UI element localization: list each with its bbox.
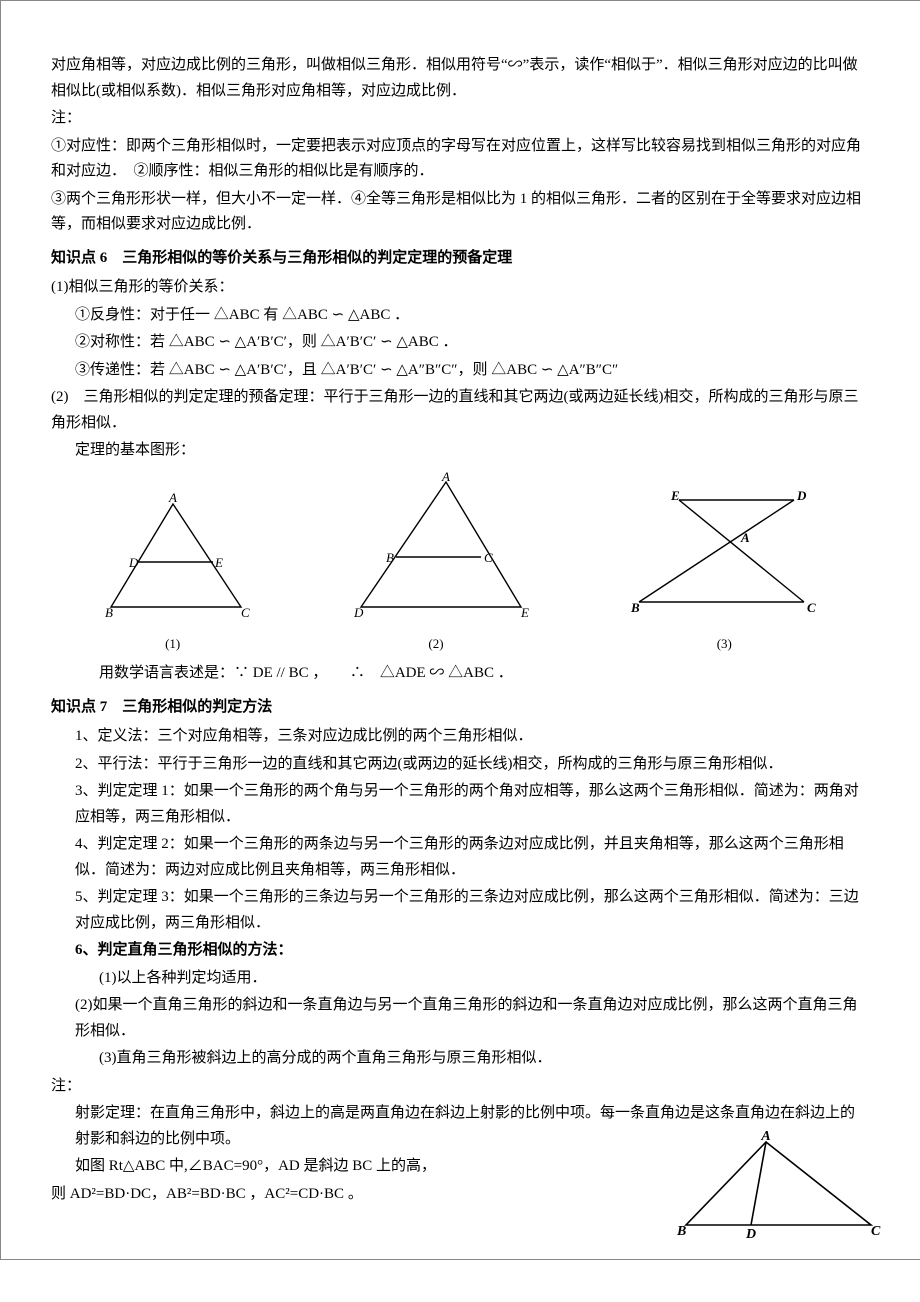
- document-page: 对应角相等，对应边成比例的三角形，叫做相似三角形．相似用符号“∽”表示，读作“相…: [0, 0, 920, 1260]
- right-triangle-svg: A B D C: [671, 1130, 881, 1240]
- kp7-6-1: (1)以上各种判定均适用．: [51, 966, 871, 992]
- label-b2: B: [386, 550, 394, 565]
- kp7-item3: 3、判定定理 1：如果一个三角形的两个角与另一个三角形的两个角对应相等，那么这两…: [51, 779, 871, 830]
- label-b3: B: [630, 600, 640, 615]
- triangle-svg-2: A B C D E: [336, 472, 536, 622]
- label-e: E: [214, 555, 223, 570]
- kp6-transitive: ③传递性：若 △ABC ∽ △A′B′C′，且 △A′B′C′ ∽ △A″B″C…: [51, 358, 871, 384]
- kp7-title: 知识点 7 三角形相似的判定方法: [51, 695, 871, 721]
- figure-2: A B C D E (2): [336, 472, 536, 656]
- kp7-item6-title: 6、判定直角三角形相似的方法：: [51, 938, 871, 964]
- rt-a: A: [760, 1130, 770, 1144]
- label-e2: E: [520, 605, 529, 620]
- label-d3: D: [796, 488, 807, 503]
- triangle-figures-row: A D E B C (1) A B C D E (2): [51, 472, 871, 656]
- kp6-title: 知识点 6 三角形相似的等价关系与三角形相似的判定定理的预备定理: [51, 246, 871, 272]
- note2-label: 注：: [51, 1074, 871, 1100]
- fig2-caption: (2): [336, 633, 536, 655]
- kp7-item5: 5、判定定理 3：如果一个三角形的三条边与另一个三角形的三条边对应成比例，那么这…: [51, 885, 871, 936]
- figure-1: A D E B C (1): [93, 492, 253, 656]
- kp6-symmetric: ②对称性：若 △ABC ∽ △A′B′C′，则 △A′B′C′ ∽ △ABC ．: [51, 330, 871, 356]
- note-item-2: ③两个三角形形状一样，但大小不一定一样．④全等三角形是相似比为 1 的相似三角形…: [51, 187, 871, 238]
- projection-theorem-2: 如图 Rt△ABC 中,∠BAC=90°，AD 是斜边 BC 上的高，: [51, 1154, 595, 1180]
- label-e3: E: [670, 488, 680, 503]
- kp7-item1: 1、定义法：三个对应角相等，三条对应边成比例的两个三角形相似．: [51, 724, 871, 750]
- fig3-caption: (3): [619, 633, 829, 655]
- triangle-svg-3: E D A B C: [619, 482, 829, 622]
- label-a: A: [441, 472, 450, 484]
- label-b: B: [105, 605, 113, 620]
- kp6-sub1: (1)相似三角形的等价关系：: [51, 275, 871, 301]
- label-c2: C: [484, 550, 493, 565]
- label-a: A: [168, 492, 177, 505]
- right-triangle-figure: A B D C: [671, 1130, 881, 1250]
- rt-c: C: [871, 1224, 881, 1239]
- kp7-6-2: (2)如果一个直角三角形的斜边和一条直角边与另一个直角三角形的斜边和一条直角边对…: [51, 993, 871, 1044]
- kp6-reflexive: ①反身性：对于任一 △ABC 有 △ABC ∽ △ABC ．: [51, 303, 871, 329]
- kp7-item2: 2、平行法：平行于三角形一边的直线和其它两边(或两边的延长线)相交，所构成的三角…: [51, 752, 871, 778]
- fig1-caption: (1): [93, 633, 253, 655]
- rt-b: B: [676, 1224, 686, 1239]
- rt-d: D: [745, 1227, 756, 1240]
- label-c3: C: [807, 600, 816, 615]
- kp7-item4: 4、判定定理 2：如果一个三角形的两条边与另一个三角形的两条边对应成比例，并且夹…: [51, 832, 871, 883]
- triangle-svg-1: A D E B C: [93, 492, 253, 622]
- kp6-math-statement: 用数学语言表述是：∵ DE // BC ， ∴ △ADE ∽ △ABC ．: [51, 661, 871, 687]
- paragraph-intro: 对应角相等，对应边成比例的三角形，叫做相似三角形．相似用符号“∽”表示，读作“相…: [51, 53, 871, 104]
- label-c: C: [241, 605, 250, 620]
- label-d2: D: [353, 605, 364, 620]
- kp7-6-3: (3)直角三角形被斜边上的高分成的两个直角三角形与原三角形相似．: [51, 1046, 871, 1072]
- label-d: D: [128, 555, 139, 570]
- figure-3: E D A B C (3): [619, 482, 829, 656]
- projection-theorem-3: 则 AD²=BD·DC，AB²=BD·BC ，AC²=CD·BC 。: [51, 1182, 571, 1208]
- label-a3: A: [740, 530, 750, 545]
- note-label: 注：: [51, 106, 871, 132]
- kp6-sub2: (2) 三角形相似的判定定理的预备定理：平行于三角形一边的直线和其它两边(或两边…: [51, 385, 871, 436]
- note-item-1: ①对应性：即两个三角形相似时，一定要把表示对应顶点的字母写在对应位置上，这样写比…: [51, 134, 871, 185]
- kp6-figlabel: 定理的基本图形：: [51, 438, 871, 464]
